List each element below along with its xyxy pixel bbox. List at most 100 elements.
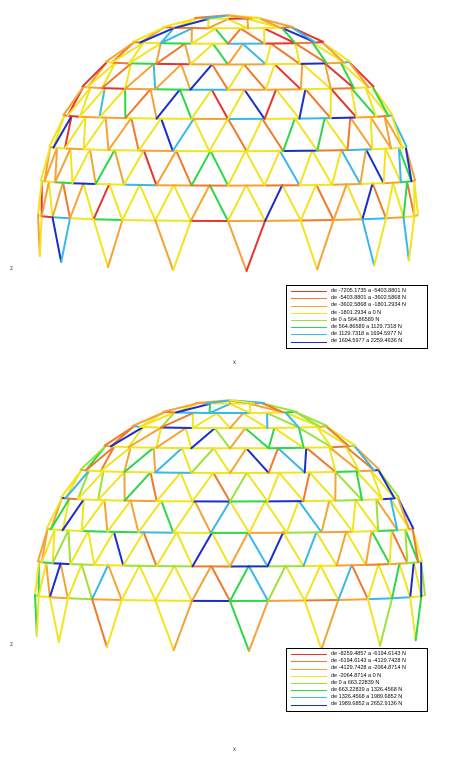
dome-member xyxy=(128,62,158,65)
dome-member xyxy=(392,181,405,219)
dome-member xyxy=(142,149,158,187)
dome-member xyxy=(131,411,166,428)
dome-member xyxy=(242,412,269,429)
dome-member xyxy=(175,402,212,414)
legend-row: de -2064.8714 a 0 N xyxy=(291,673,423,680)
dome-member xyxy=(229,427,247,450)
dome-member xyxy=(379,597,394,647)
dome-member xyxy=(266,471,281,503)
dome-member xyxy=(155,149,178,187)
dome-member xyxy=(404,146,413,183)
dome-member xyxy=(138,564,157,602)
dome-member xyxy=(383,115,404,149)
dome-member xyxy=(364,86,378,118)
dome-member xyxy=(409,595,423,599)
legend-row: de 663.22839 a 1326.4568 N xyxy=(291,687,423,694)
dome-member xyxy=(212,447,231,474)
dome-member xyxy=(122,564,158,568)
dome-member xyxy=(71,148,91,185)
dome-member xyxy=(227,184,248,222)
legend-row: de 1129.7318 a 1694.5977 N xyxy=(291,331,423,338)
dome-member xyxy=(355,115,378,119)
dome-member xyxy=(103,499,109,533)
dome-member xyxy=(206,18,229,30)
dome-member xyxy=(406,180,416,218)
dome-member xyxy=(328,446,337,473)
dome-member xyxy=(396,496,411,531)
dome-member xyxy=(105,599,123,648)
dome-member xyxy=(45,561,51,599)
legend-swatch xyxy=(291,341,327,343)
dome-member xyxy=(302,564,338,568)
dome-member xyxy=(191,564,213,602)
dome-member xyxy=(137,499,163,534)
dome-member xyxy=(229,531,249,568)
legend-label: de 1989.6852 a 2652.9136 N xyxy=(331,701,403,708)
dome-member xyxy=(37,179,43,216)
dome-member xyxy=(377,529,399,532)
dome-member xyxy=(121,183,141,221)
dome-member xyxy=(152,446,157,474)
dome-member xyxy=(315,183,335,221)
dome-member xyxy=(40,215,54,219)
dome-member xyxy=(281,27,297,45)
dome-member xyxy=(93,563,125,567)
legend-swatch xyxy=(291,312,327,314)
dome-member xyxy=(270,42,301,65)
dome-member xyxy=(371,182,387,220)
dome-member xyxy=(78,87,106,118)
dome-member xyxy=(82,115,87,151)
legend-swatch xyxy=(291,675,327,677)
dome-member xyxy=(299,183,318,222)
dome-member xyxy=(243,88,266,120)
dome-member xyxy=(246,17,250,30)
dome-member xyxy=(37,595,51,599)
dome-member xyxy=(154,63,183,91)
dome-member xyxy=(63,115,73,150)
dome-member xyxy=(61,498,85,532)
dome-member xyxy=(190,88,213,120)
dome-member xyxy=(52,115,73,149)
dome-member xyxy=(40,180,50,218)
dome-member xyxy=(297,425,322,429)
dome-member xyxy=(302,471,311,503)
dome-member xyxy=(209,149,229,187)
dome-member xyxy=(38,215,43,257)
dome-member xyxy=(315,426,333,449)
dome-member xyxy=(245,117,264,153)
dome-member xyxy=(108,183,124,221)
dome-member xyxy=(107,117,133,152)
dome-member xyxy=(261,402,285,414)
dome-member xyxy=(107,219,124,268)
dome-member xyxy=(298,88,307,120)
dome-member xyxy=(155,426,163,449)
dome-member xyxy=(124,88,152,120)
dome-member xyxy=(266,412,300,429)
dome-member xyxy=(382,181,402,185)
dome-member xyxy=(377,469,396,500)
dome-member xyxy=(51,562,72,566)
dome-member xyxy=(66,114,81,118)
dome-member xyxy=(149,471,158,503)
dome-member xyxy=(298,183,333,187)
legend-label: de 663.22839 a 1326.4568 N xyxy=(331,687,403,694)
dome-member xyxy=(138,425,163,429)
dome-member xyxy=(40,528,56,564)
dome-member xyxy=(98,116,127,120)
dome-member xyxy=(61,529,83,532)
dome-member xyxy=(80,498,85,532)
dome-member xyxy=(35,595,40,637)
dome-member xyxy=(302,446,333,449)
dome-member xyxy=(248,500,267,534)
dome-member xyxy=(60,217,71,263)
dome-member xyxy=(335,530,348,567)
legend-label: de 1326.4568 a 1989.6852 N xyxy=(331,694,403,701)
dome-member xyxy=(175,411,211,414)
dome-member xyxy=(51,529,70,565)
dome-member xyxy=(229,500,251,534)
dome-member xyxy=(249,411,285,414)
dome-member xyxy=(128,42,162,65)
dome-member xyxy=(76,470,105,501)
